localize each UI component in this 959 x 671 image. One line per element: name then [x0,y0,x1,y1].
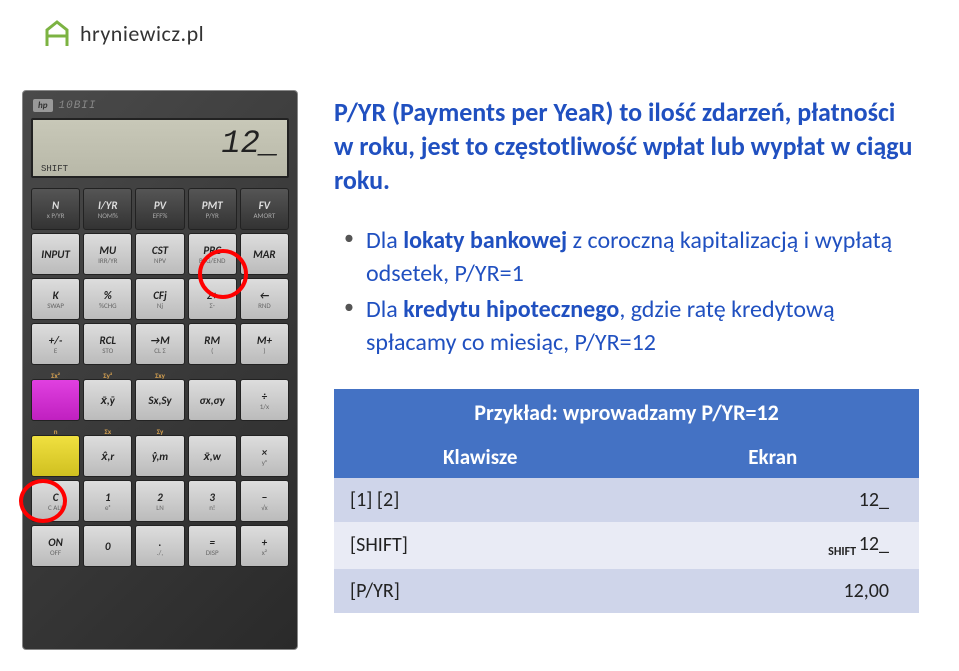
calc-key-−[interactable]: −√x [240,480,289,522]
calc-key-MAR[interactable]: MAR [240,233,289,275]
bullet-list: Dla lokaty bankowej z coroczną kapitaliz… [334,225,919,359]
calc-key-%[interactable]: %%CHG [83,278,132,320]
calc-key-FV[interactable]: FVAMORT [240,188,289,230]
calc-key-I/YR[interactable]: I/YRNOM% [83,188,132,230]
table-cell-screen: SHIFT 12_ [627,522,920,569]
table-row: [SHIFT]SHIFT 12_ [334,522,919,569]
calc-key-N[interactable]: Nx P/YR [31,188,80,230]
hp-badge: hp [33,99,53,112]
table-title: Przykład: wprowadzamy P/YR=12 [334,389,919,436]
calc-key-n[interactable]: n [31,435,80,477]
calc-key-Sx,Sy[interactable]: ΣxySx,Sy [135,379,184,421]
calc-key-x̂,r[interactable]: Σxx̂,r [83,435,132,477]
content-area: P/YR (Payments per YeaR) to ilość zdarze… [334,96,919,613]
calc-key-x̄,w[interactable]: x̄,w [188,435,237,477]
calc-key-ON[interactable]: ONOFF [31,525,80,567]
calc-key-1[interactable]: 1eˣ [83,480,132,522]
table-cell-keys: [1] [2] [334,478,627,522]
title-rest: (Payments per YeaR) to ilość zdarzeń, pł… [334,96,913,196]
calculator: hp 10BII 12_ SHIFT Nx P/YRI/YRNOM%PVEFF%… [22,90,298,650]
logo-icon [42,18,72,48]
page-title: P/YR (Payments per YeaR) to ilość zdarze… [334,96,919,197]
calc-key-C[interactable]: CC ALL [31,480,80,522]
table-col1-header: Klawisze [334,436,627,478]
lcd-value: 12_ [41,124,279,164]
calc-key-Σ+[interactable]: Σ+Σ- [188,278,237,320]
logo-text: hryniewicz.pl [80,20,204,47]
calc-key-=[interactable]: =DISP [188,525,237,567]
example-table: Przykład: wprowadzamy P/YR=12 Klawisze E… [334,389,919,613]
title-prefix: P/YR [334,96,386,128]
calc-key-RCL[interactable]: RCLSTO [83,323,132,365]
calc-key-MU[interactable]: MUIRR/YR [83,233,132,275]
table-row: [P/YR]12,00 [334,569,919,613]
calc-key-Σx²[interactable]: Σx² [31,379,80,421]
table-cell-screen: 12,00 [627,569,920,613]
calc-key-M+[interactable]: M+) [240,323,289,365]
calc-key-RM[interactable]: RM( [188,323,237,365]
table-cell-keys: [P/YR] [334,569,627,613]
calc-key-0[interactable]: 0 [83,525,132,567]
calculator-lcd: 12_ SHIFT [31,118,289,178]
calc-key-INPUT[interactable]: INPUT [31,233,80,275]
calc-key-←[interactable]: ←RND [240,278,289,320]
calc-key-PMT[interactable]: PMTP/YR [188,188,237,230]
calculator-model: 10BII [59,100,97,112]
bullet-item: Dla kredytu hipotecznego, gdzie ratę kre… [334,294,919,359]
bullet-item: Dla lokaty bankowej z coroczną kapitaliz… [334,225,919,290]
table-cell-screen: 12_ [627,478,920,522]
logo: hryniewicz.pl [42,18,204,48]
table-cell-keys: [SHIFT] [334,522,627,569]
table-row: [1] [2]12_ [334,478,919,522]
calc-key-3[interactable]: 3n! [188,480,237,522]
calc-key-σx,σy[interactable]: σx,σy [188,379,237,421]
calculator-header: hp 10BII [29,97,291,118]
calc-key-2[interactable]: 2LN [135,480,184,522]
calc-key-PV[interactable]: PVEFF% [135,188,184,230]
calc-key-+/-[interactable]: +/-E [31,323,80,365]
calc-key-x̄,ȳ[interactable]: Σy²x̄,ȳ [83,379,132,421]
table-column-headers: Klawisze Ekran [334,436,919,478]
calc-key-+[interactable]: +x² [240,525,289,567]
calc-key-÷[interactable]: ÷1/x [240,379,289,421]
calc-key-ŷ,m[interactable]: Σyŷ,m [135,435,184,477]
calc-key-.[interactable]: ../, [135,525,184,567]
calc-key-CST[interactable]: CSTNPV [135,233,184,275]
calc-key-CFj[interactable]: CFjNj [135,278,184,320]
calc-key-K[interactable]: KSWAP [31,278,80,320]
table-header-row: Przykład: wprowadzamy P/YR=12 [334,389,919,436]
calc-key-PRC[interactable]: PRCBEG/END [188,233,237,275]
lcd-shift-indicator: SHIFT [41,164,68,174]
calc-key-→M[interactable]: →MCL Σ [135,323,184,365]
table-col2-header: Ekran [627,436,920,478]
calculator-button-grid: Nx P/YRI/YRNOM%PVEFF%PMTP/YRFVAMORT INPUT… [29,186,291,569]
calc-key-×[interactable]: ×yˣ [240,435,289,477]
